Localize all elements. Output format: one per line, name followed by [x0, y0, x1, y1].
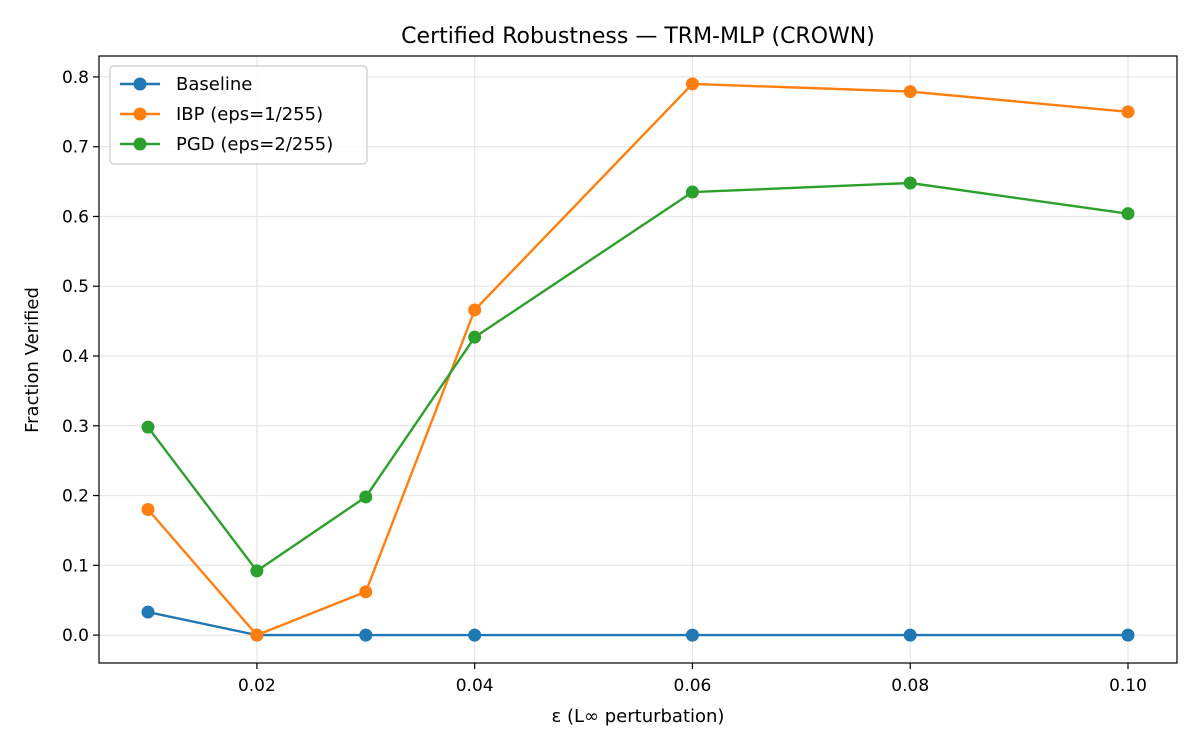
legend-label: IBP (eps=1/255)	[176, 104, 323, 125]
data-point-ibp-eps-1-255	[359, 585, 373, 599]
series-line-pgd-eps-2-255	[147, 181, 1129, 573]
y-tick-label: 0.5	[62, 277, 89, 297]
data-point-pgd-eps-2-255	[250, 564, 264, 578]
legend-label: PGD (eps=2/255)	[176, 134, 333, 155]
data-point-pgd-eps-2-255	[903, 176, 917, 190]
legend-swatch-marker	[133, 137, 147, 151]
data-point-pgd-eps-2-255	[1121, 207, 1135, 221]
x-tick-label: 0.06	[674, 676, 712, 696]
x-axis: 0.02 0.04 0.06 0.08 0.10	[238, 663, 1147, 696]
legend-swatch-marker	[133, 77, 147, 91]
y-axis-label: Fraction Verified	[22, 287, 43, 433]
x-tick-label: 0.10	[1109, 676, 1147, 696]
series-baseline	[141, 605, 1135, 642]
data-point-baseline	[468, 628, 482, 642]
y-tick-label: 0.7	[62, 138, 89, 158]
y-axis: 0.0 0.1 0.2 0.3 0.4 0.5 0.6 0.7 0.8	[62, 68, 99, 646]
legend-item: IBP (eps=1/255)	[120, 104, 323, 125]
y-tick-label: 0.2	[62, 487, 89, 507]
y-tick-label: 0.6	[62, 207, 89, 227]
data-point-baseline	[685, 628, 699, 642]
series-line-ibp-eps-1-255	[147, 82, 1129, 637]
data-point-pgd-eps-2-255	[468, 330, 482, 344]
legend-item: PGD (eps=2/255)	[120, 134, 333, 155]
legend-label: Baseline	[176, 74, 252, 95]
x-axis-label: ε (L∞ perturbation)	[552, 706, 725, 727]
y-tick-label: 0.1	[62, 556, 89, 576]
y-tick-label: 0.4	[62, 347, 89, 367]
data-point-ibp-eps-1-255	[468, 303, 482, 317]
chart-title: Certified Robustness — TRM-MLP (CROWN)	[401, 24, 875, 49]
data-point-pgd-eps-2-255	[141, 420, 155, 434]
legend-item: Baseline	[120, 74, 252, 95]
data-point-pgd-eps-2-255	[685, 185, 699, 199]
plot-area	[98, 55, 1178, 664]
legend-swatch-marker	[133, 107, 147, 121]
data-point-ibp-eps-1-255	[903, 85, 917, 99]
legend: Baseline IBP (eps=1/255) PGD (eps=2/255)	[109, 65, 368, 165]
data-point-ibp-eps-1-255	[141, 503, 155, 517]
data-point-pgd-eps-2-255	[359, 490, 373, 504]
data-point-baseline	[141, 605, 155, 619]
data-point-ibp-eps-1-255	[685, 77, 699, 91]
legend-box	[109, 65, 368, 165]
data-point-baseline	[903, 628, 917, 642]
series-ibp-eps-1-255	[141, 77, 1135, 642]
x-tick-label: 0.02	[238, 676, 276, 696]
x-tick-label: 0.04	[456, 676, 494, 696]
data-point-baseline	[359, 628, 373, 642]
data-point-baseline	[1121, 628, 1135, 642]
x-tick-label: 0.08	[891, 676, 929, 696]
y-tick-label: 0.8	[62, 68, 89, 88]
y-tick-label: 0.3	[62, 417, 89, 437]
data-point-ibp-eps-1-255	[250, 628, 264, 642]
series-group	[141, 77, 1135, 642]
series-pgd-eps-2-255	[141, 176, 1135, 578]
data-point-ibp-eps-1-255	[1121, 105, 1135, 119]
y-tick-label: 0.0	[62, 626, 89, 646]
series-line-baseline	[147, 610, 1128, 637]
